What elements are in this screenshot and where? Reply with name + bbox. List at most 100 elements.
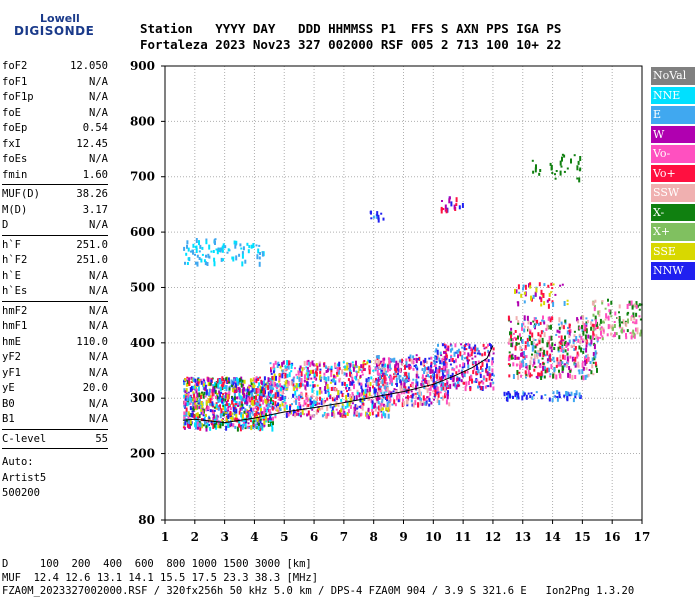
echo-point	[336, 374, 339, 377]
echo-point	[590, 326, 593, 331]
echo-point	[341, 403, 344, 407]
echo-point	[488, 375, 491, 381]
echo-point	[315, 371, 318, 377]
param-value: 0.54	[82, 122, 108, 134]
echo-point	[384, 373, 387, 376]
echo-point	[550, 282, 553, 286]
echo-point	[416, 371, 419, 375]
echo-point	[406, 364, 408, 367]
echo-point	[471, 357, 474, 360]
echo-point	[242, 406, 245, 409]
echo-point	[212, 387, 215, 393]
echo-point	[460, 343, 463, 346]
echo-point	[227, 394, 230, 400]
echo-point	[590, 321, 593, 326]
echo-point	[362, 391, 365, 396]
param-value: N/A	[89, 153, 108, 165]
echo-point	[205, 426, 208, 432]
echo-point	[355, 378, 358, 381]
echo-point	[278, 363, 281, 366]
echo-point	[309, 414, 312, 417]
echo-point	[535, 366, 538, 369]
echo-point	[392, 390, 395, 393]
echo-point	[207, 398, 210, 404]
echo-point	[543, 283, 546, 287]
echo-point	[183, 382, 186, 385]
x-tick-label: 4	[250, 530, 258, 544]
echo-point	[223, 387, 226, 389]
echo-point	[524, 284, 527, 290]
echo-point	[248, 404, 251, 408]
echo-point	[591, 364, 594, 369]
echo-point	[511, 357, 514, 360]
echo-point	[221, 419, 224, 422]
echo-point	[568, 329, 571, 332]
echo-point	[410, 358, 413, 364]
echo-point	[516, 370, 519, 375]
echo-point	[277, 402, 280, 408]
echo-point	[633, 333, 636, 339]
echo-point	[407, 356, 410, 359]
echo-point	[309, 361, 312, 364]
echo-point	[197, 386, 200, 392]
echo-point	[239, 382, 242, 385]
echo-point	[365, 392, 368, 398]
echo-point	[199, 378, 202, 382]
echo-point	[535, 164, 537, 170]
echo-point	[451, 347, 454, 351]
echo-point	[251, 400, 254, 406]
echo-point	[321, 414, 324, 418]
echo-point	[303, 384, 306, 387]
echo-point	[559, 373, 561, 379]
x-tick-label: 9	[399, 530, 407, 544]
echo-point	[341, 381, 344, 386]
echo-point	[434, 393, 437, 397]
echo-point	[424, 401, 427, 406]
echo-point	[201, 410, 204, 416]
echo-point	[533, 359, 536, 362]
echo-point	[515, 337, 517, 341]
echo-point	[437, 368, 440, 370]
echo-point	[563, 363, 566, 366]
echo-point	[387, 413, 390, 419]
echo-point	[296, 387, 298, 391]
echo-point	[515, 316, 518, 321]
echo-point	[195, 413, 198, 417]
echo-point	[184, 378, 187, 382]
echo-point	[272, 379, 275, 385]
echo-point	[364, 363, 367, 366]
echo-point	[539, 321, 542, 325]
echo-point	[510, 343, 513, 347]
echo-point	[397, 363, 400, 369]
echo-point	[530, 374, 533, 377]
echo-point	[532, 338, 535, 342]
echo-point	[472, 370, 475, 375]
echo-point	[213, 257, 216, 262]
echo-point	[358, 366, 361, 371]
echo-point	[326, 397, 329, 401]
echo-point	[320, 376, 323, 379]
echo-point	[200, 409, 203, 415]
echo-point	[396, 364, 399, 370]
x-tick-label: 5	[280, 530, 288, 544]
echo-point	[366, 381, 369, 385]
echo-point	[210, 250, 213, 253]
echo-point	[601, 300, 604, 305]
echo-point	[386, 368, 389, 373]
footer: D 100 200 400 600 800 1000 1500 3000 [km…	[2, 558, 634, 599]
echo-point	[213, 406, 216, 409]
echo-point	[531, 395, 534, 400]
legend-xplus: X+	[651, 223, 695, 241]
echo-point	[568, 339, 571, 344]
echo-point	[424, 398, 427, 401]
echo-point	[255, 376, 258, 379]
echo-point	[542, 293, 545, 298]
param-name: MUF(D)	[2, 188, 40, 200]
echo-point	[548, 397, 551, 402]
echo-point	[461, 203, 464, 208]
echo-point	[466, 356, 469, 362]
echo-point	[273, 373, 276, 379]
echo-point	[395, 390, 398, 392]
echo-point	[429, 385, 432, 391]
echo-point	[204, 261, 207, 266]
